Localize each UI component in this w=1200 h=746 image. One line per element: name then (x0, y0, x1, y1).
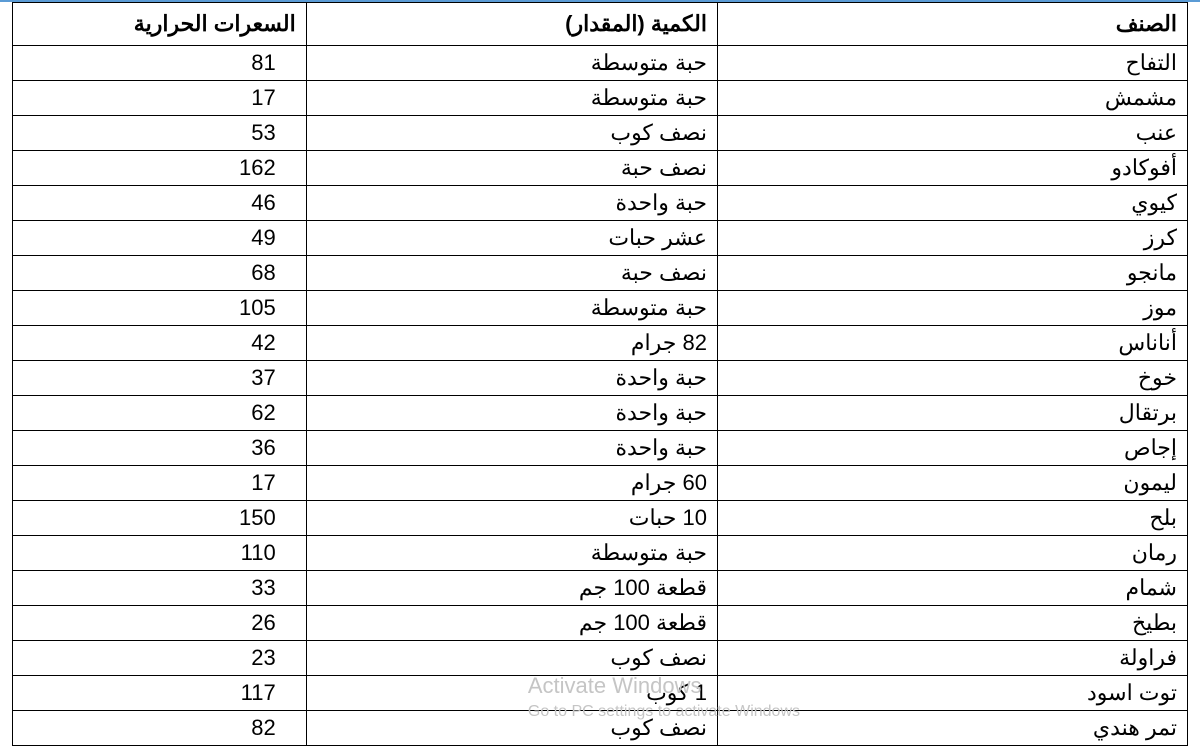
table-row: أفوكادونصف حبة162 (13, 151, 1188, 186)
cell-calories: 110 (13, 536, 307, 571)
cell-item: أفوكادو (718, 151, 1188, 186)
cell-quantity: عشر حبات (306, 221, 717, 256)
cell-quantity: 1 كوب (306, 676, 717, 711)
table-row: توت اسود1 كوب117 (13, 676, 1188, 711)
cell-item: مشمش (718, 81, 1188, 116)
table-row: التفاححبة متوسطة81 (13, 46, 1188, 81)
table-row: شمامقطعة 100 جم33 (13, 571, 1188, 606)
cell-item: تمر هندي (718, 711, 1188, 746)
cell-quantity: قطعة 100 جم (306, 571, 717, 606)
cell-calories: 37 (13, 361, 307, 396)
table-container: الصنف الكمية (المقدار) السعرات الحرارية … (0, 2, 1200, 746)
cell-quantity: 10 حبات (306, 501, 717, 536)
cell-calories: 23 (13, 641, 307, 676)
cell-quantity: قطعة 100 جم (306, 606, 717, 641)
cell-item: فراولة (718, 641, 1188, 676)
cell-quantity: نصف حبة (306, 151, 717, 186)
table-row: رمانحبة متوسطة110 (13, 536, 1188, 571)
table-body: التفاححبة متوسطة81مشمشحبة متوسطة17عنبنصف… (13, 46, 1188, 746)
table-row: ليمون60 جرام17 (13, 466, 1188, 501)
cell-calories: 49 (13, 221, 307, 256)
cell-calories: 46 (13, 186, 307, 221)
cell-calories: 33 (13, 571, 307, 606)
cell-calories: 62 (13, 396, 307, 431)
cell-calories: 105 (13, 291, 307, 326)
cell-calories: 17 (13, 81, 307, 116)
cell-calories: 81 (13, 46, 307, 81)
table-row: موزحبة متوسطة105 (13, 291, 1188, 326)
table-header-row: الصنف الكمية (المقدار) السعرات الحرارية (13, 3, 1188, 46)
cell-item: بلح (718, 501, 1188, 536)
table-row: برتقالحبة واحدة62 (13, 396, 1188, 431)
table-row: خوخحبة واحدة37 (13, 361, 1188, 396)
cell-quantity: 82 جرام (306, 326, 717, 361)
cell-calories: 162 (13, 151, 307, 186)
cell-quantity: حبة واحدة (306, 431, 717, 466)
table-row: فراولةنصف كوب23 (13, 641, 1188, 676)
cell-quantity: حبة متوسطة (306, 81, 717, 116)
cell-item: رمان (718, 536, 1188, 571)
header-calories: السعرات الحرارية (13, 3, 307, 46)
cell-item: موز (718, 291, 1188, 326)
cell-quantity: نصف كوب (306, 711, 717, 746)
cell-quantity: حبة واحدة (306, 186, 717, 221)
cell-calories: 42 (13, 326, 307, 361)
cell-calories: 117 (13, 676, 307, 711)
cell-item: مانجو (718, 256, 1188, 291)
cell-item: التفاح (718, 46, 1188, 81)
cell-quantity: حبة متوسطة (306, 291, 717, 326)
table-row: مانجونصف حبة68 (13, 256, 1188, 291)
cell-item: عنب (718, 116, 1188, 151)
cell-quantity: حبة واحدة (306, 396, 717, 431)
cell-calories: 26 (13, 606, 307, 641)
table-row: تمر هندينصف كوب82 (13, 711, 1188, 746)
table-row: عنبنصف كوب53 (13, 116, 1188, 151)
cell-calories: 17 (13, 466, 307, 501)
calories-table: الصنف الكمية (المقدار) السعرات الحرارية … (12, 2, 1188, 746)
cell-calories: 36 (13, 431, 307, 466)
table-row: مشمشحبة متوسطة17 (13, 81, 1188, 116)
cell-quantity: حبة واحدة (306, 361, 717, 396)
table-row: كيويحبة واحدة46 (13, 186, 1188, 221)
table-row: أناناس82 جرام42 (13, 326, 1188, 361)
cell-calories: 82 (13, 711, 307, 746)
cell-quantity: حبة متوسطة (306, 536, 717, 571)
cell-item: خوخ (718, 361, 1188, 396)
cell-item: شمام (718, 571, 1188, 606)
cell-item: توت اسود (718, 676, 1188, 711)
cell-quantity: نصف كوب (306, 641, 717, 676)
cell-calories: 150 (13, 501, 307, 536)
cell-item: كيوي (718, 186, 1188, 221)
header-quantity: الكمية (المقدار) (306, 3, 717, 46)
cell-quantity: 60 جرام (306, 466, 717, 501)
table-row: بلح10 حبات150 (13, 501, 1188, 536)
header-item: الصنف (718, 3, 1188, 46)
cell-quantity: نصف حبة (306, 256, 717, 291)
cell-calories: 53 (13, 116, 307, 151)
cell-item: أناناس (718, 326, 1188, 361)
cell-quantity: حبة متوسطة (306, 46, 717, 81)
table-row: كرزعشر حبات49 (13, 221, 1188, 256)
table-row: إجاصحبة واحدة36 (13, 431, 1188, 466)
cell-item: إجاص (718, 431, 1188, 466)
cell-item: كرز (718, 221, 1188, 256)
cell-item: برتقال (718, 396, 1188, 431)
cell-item: بطيخ (718, 606, 1188, 641)
cell-calories: 68 (13, 256, 307, 291)
table-row: بطيخقطعة 100 جم26 (13, 606, 1188, 641)
cell-item: ليمون (718, 466, 1188, 501)
cell-quantity: نصف كوب (306, 116, 717, 151)
